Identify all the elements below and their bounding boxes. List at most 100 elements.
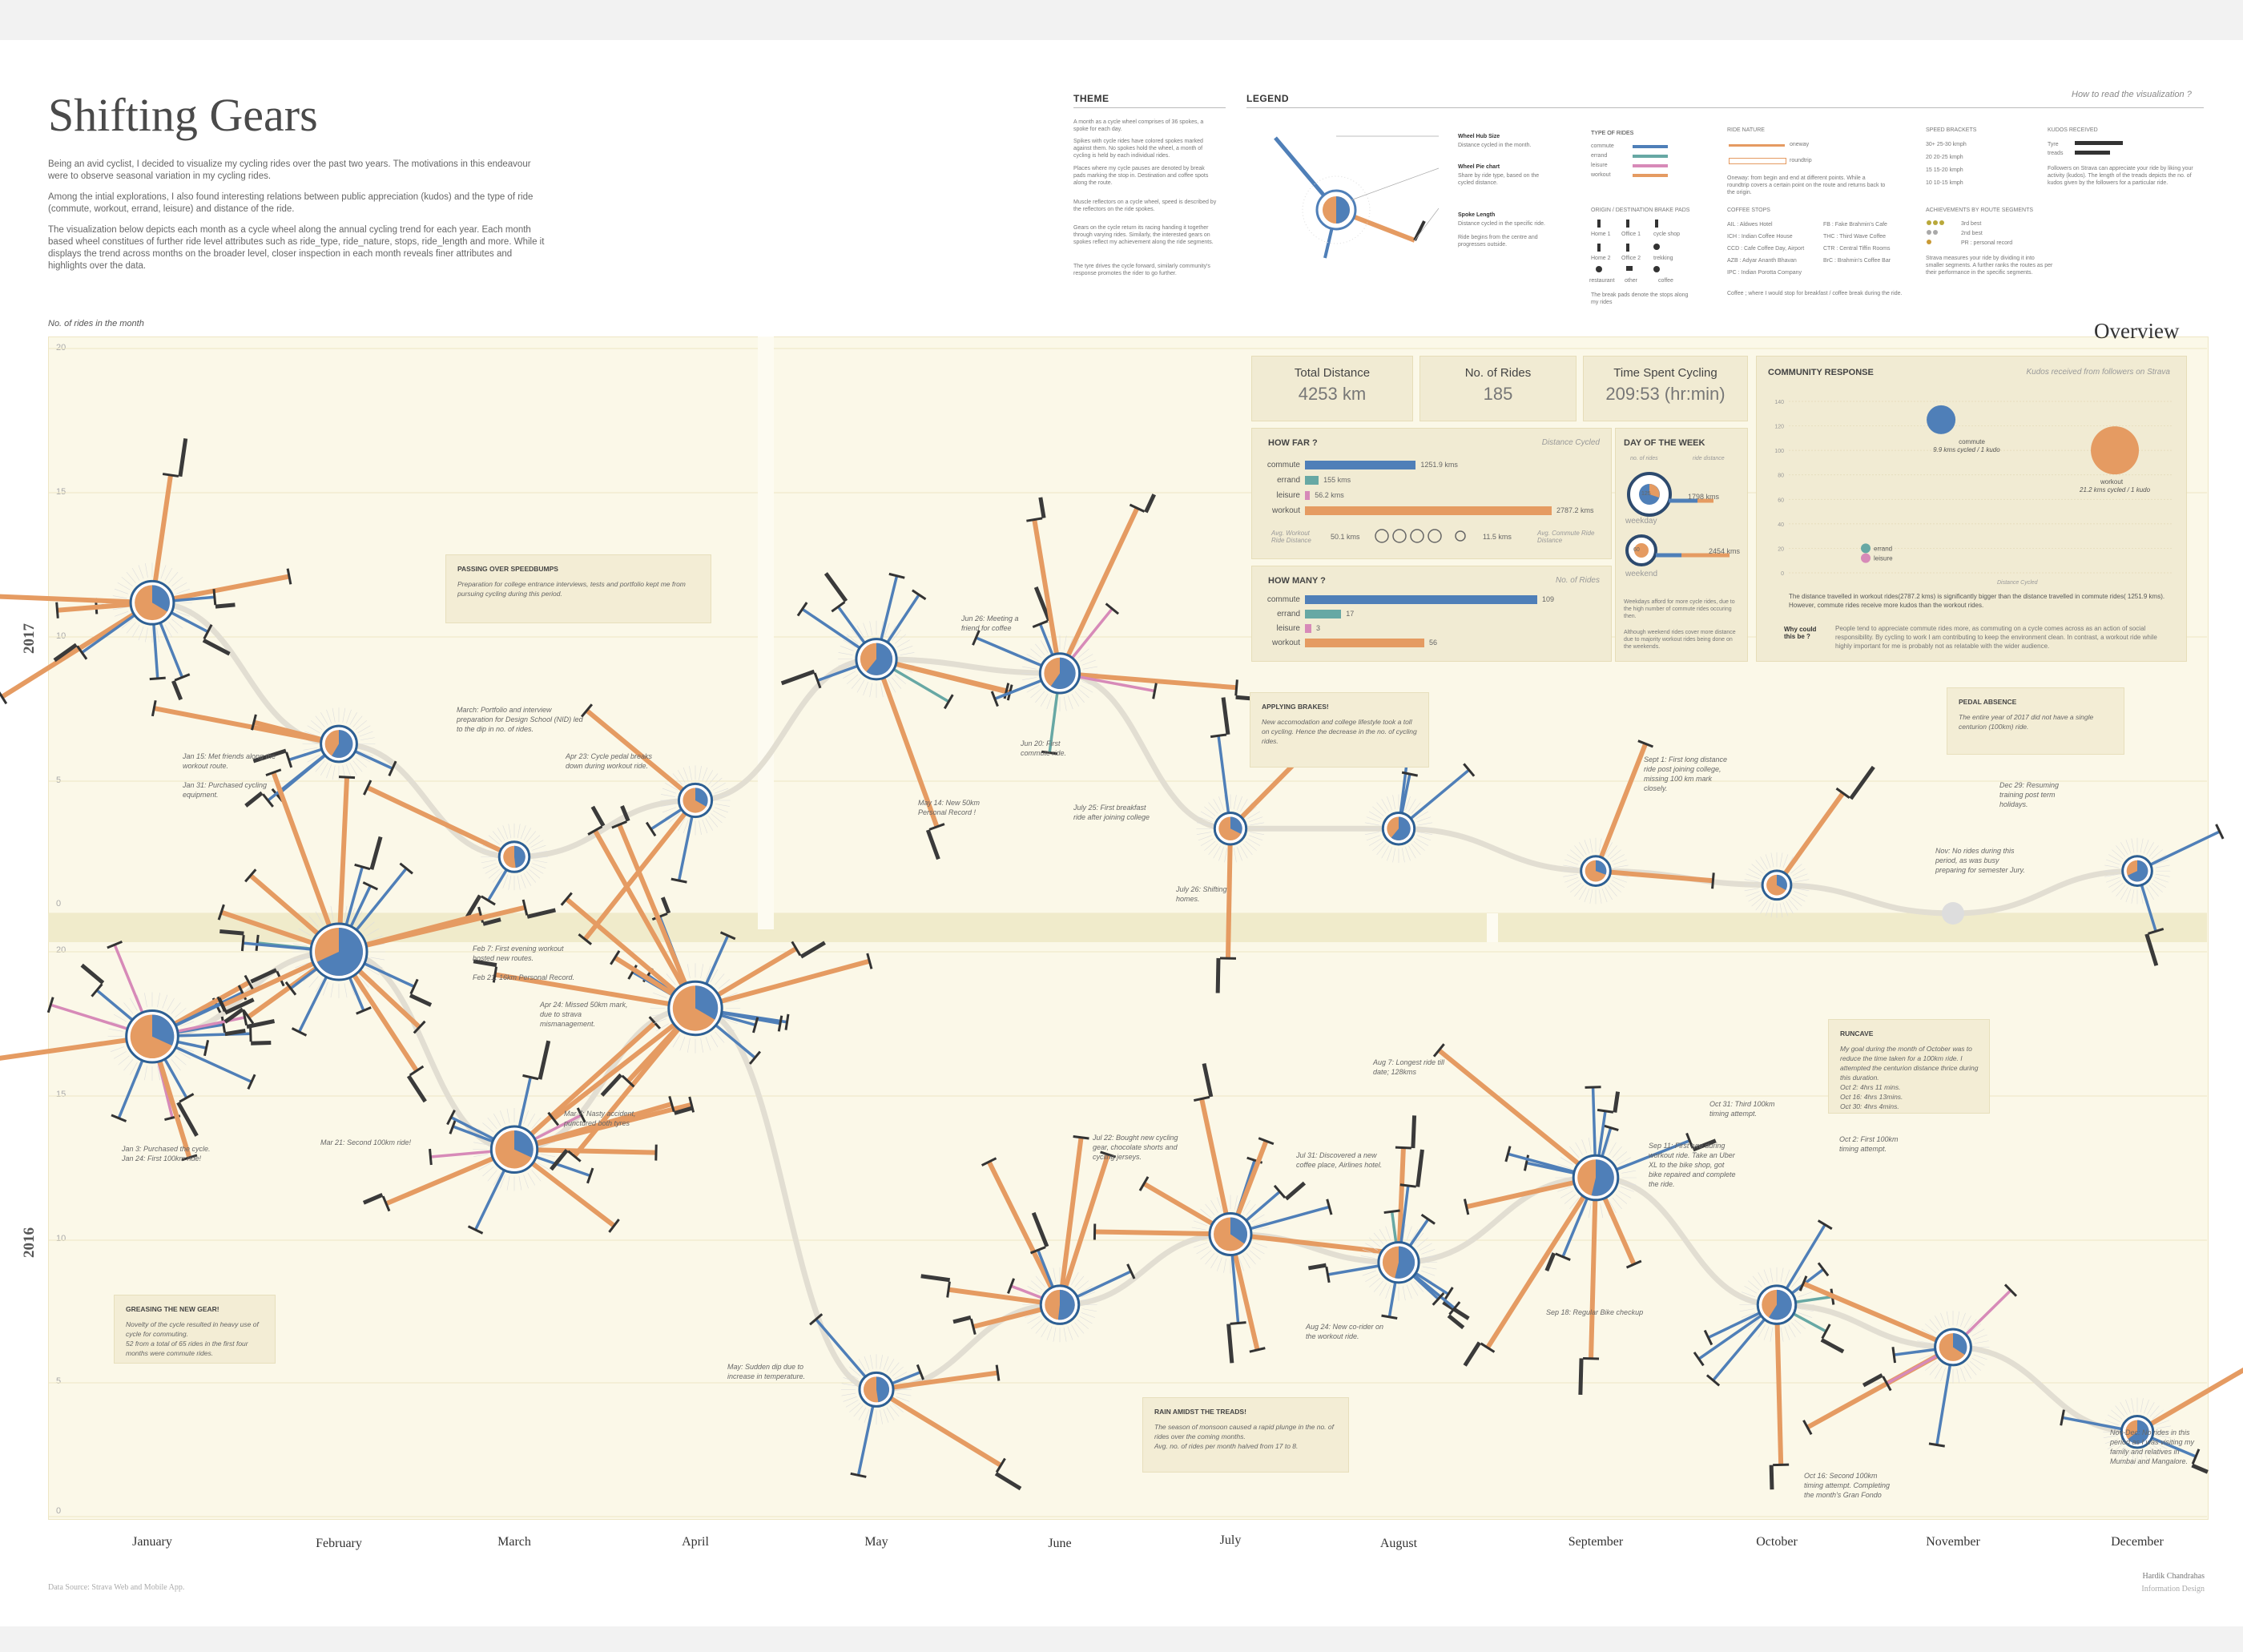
day-tick — [1077, 688, 1089, 699]
brake-pad — [1194, 1095, 1210, 1102]
kudos-point-label: 9.9 kms cycled / 1 kudo — [1933, 446, 2000, 453]
day-tick — [715, 794, 730, 797]
day-tick — [880, 1354, 883, 1369]
day-tick — [838, 663, 853, 667]
day-tick — [366, 967, 380, 976]
brake-pad — [492, 966, 498, 983]
card-title: HOW FAR ? — [1268, 438, 1318, 448]
weekend-label: weekend — [1625, 570, 1658, 578]
day-tick — [520, 874, 526, 888]
day-tick — [1574, 884, 1585, 897]
day-tick — [1744, 888, 1759, 892]
day-tick — [529, 835, 541, 845]
brake-pad — [670, 877, 687, 884]
day-tick — [368, 962, 383, 969]
day-tick — [1408, 845, 1416, 859]
day-tick — [1242, 1255, 1250, 1269]
kudos-point-leisure — [1861, 553, 1871, 563]
day-tick — [1218, 796, 1224, 811]
day-tick — [892, 1402, 904, 1412]
day-tick — [487, 1117, 497, 1130]
brake-pad — [2191, 1449, 2201, 1465]
day-tick — [497, 828, 505, 841]
day-tick — [1618, 1191, 1632, 1199]
tread-swatch — [2075, 141, 2123, 145]
annotation: Aug 24: New co-rider on the workout ride… — [1306, 1323, 1384, 1340]
annotation: Apr 23: Cycle pedal breaks down during w… — [566, 752, 653, 770]
day-tick — [1929, 1319, 1939, 1331]
day-tick — [308, 976, 319, 988]
dow-note: Weekdays afford for more cycle rides, du… — [1624, 599, 1735, 619]
day-tick — [156, 627, 159, 643]
day-tick — [330, 905, 334, 921]
speed-item: 30+ 25-30 kmph — [1926, 142, 1967, 147]
day-tick — [508, 824, 512, 839]
day-tick — [1205, 1253, 1215, 1265]
day-tick — [1362, 1270, 1376, 1276]
day-tick — [1784, 1269, 1790, 1283]
day-tick — [708, 773, 719, 785]
kudos-point-name: commute — [1959, 438, 1985, 445]
day-tick — [1588, 1203, 1592, 1219]
kudos-tread — [1442, 1300, 1470, 1320]
kudos-tread — [1411, 1115, 1417, 1149]
type-label: commute — [1591, 143, 1614, 149]
day-tick — [1385, 1226, 1391, 1240]
brake-pad — [610, 950, 621, 965]
brake-pad — [251, 714, 257, 731]
avg-commute-label: Avg. Commute Ride Distance — [1537, 530, 1595, 544]
nature-swatch — [1729, 144, 1785, 147]
day-tick — [1618, 1157, 1632, 1165]
brake-pad — [831, 601, 846, 613]
how-many-card: HOW MANY ? No. of Rides commute errand l… — [1251, 566, 1612, 662]
note-rain: RAIN AMIDST THE TREADS! The season of mo… — [1142, 1397, 1349, 1473]
day-tick — [2131, 838, 2135, 853]
day-tick — [307, 754, 320, 763]
brake-pad — [1007, 1278, 1016, 1294]
stat-label: Time Spent Cycling — [1613, 366, 1717, 380]
brake-pad — [1249, 1347, 1266, 1353]
day-tick — [485, 866, 498, 874]
bar-label: commute — [1266, 461, 1300, 469]
kudos-tread — [171, 679, 183, 701]
kudos-tread — [369, 836, 383, 870]
day-tick — [1376, 843, 1387, 856]
day-tick — [481, 850, 496, 854]
coffee-item: AIL : Aldwes Hotel — [1727, 222, 1773, 228]
day-tick — [1026, 654, 1040, 662]
annotation: Oct 31: Third 100km timing attempt. — [1709, 1100, 1775, 1118]
day-tick — [355, 757, 367, 768]
kudos-tread — [215, 602, 236, 609]
ride-spoke — [876, 1370, 998, 1392]
day-tick — [1780, 1327, 1784, 1342]
brake-pad — [916, 1364, 924, 1380]
day-tick — [1237, 796, 1242, 811]
day-tick — [363, 921, 375, 932]
stat-value: 4253 km — [1298, 384, 1367, 404]
annotation: May: Sudden dip due to increase in tempe… — [727, 1363, 806, 1380]
day-tick — [702, 819, 708, 834]
kudos-point-name: errand — [1874, 545, 1892, 552]
brake-pad — [972, 630, 981, 646]
day-tick — [1082, 1298, 1097, 1301]
ride-spoke — [875, 1387, 1002, 1468]
y-tick: 15 — [56, 1090, 66, 1099]
day-tick — [520, 825, 526, 840]
day-tick — [115, 588, 129, 594]
day-tick — [1604, 1139, 1610, 1154]
day-tick — [1971, 1328, 1985, 1337]
day-tick — [1074, 691, 1085, 703]
day-tick — [899, 667, 913, 673]
day-tick — [689, 766, 692, 780]
day-tick — [1365, 1243, 1379, 1251]
kudos-y-tick: 80 — [1778, 473, 1784, 479]
note-pedal-absence: PEDAL ABSENCE The entire year of 2017 di… — [1947, 687, 2124, 755]
kudos-tread — [920, 1274, 951, 1283]
kudos-tread — [219, 929, 244, 936]
wheel-pie-commute — [2127, 860, 2148, 882]
how-to-read-link[interactable]: How to read the visualization ? — [2072, 90, 2192, 99]
ride-spoke — [695, 958, 871, 1011]
day-tick — [2140, 889, 2144, 904]
day-tick — [1758, 1324, 1766, 1338]
speed-item: 20 20-25 kmph — [1926, 155, 1963, 160]
